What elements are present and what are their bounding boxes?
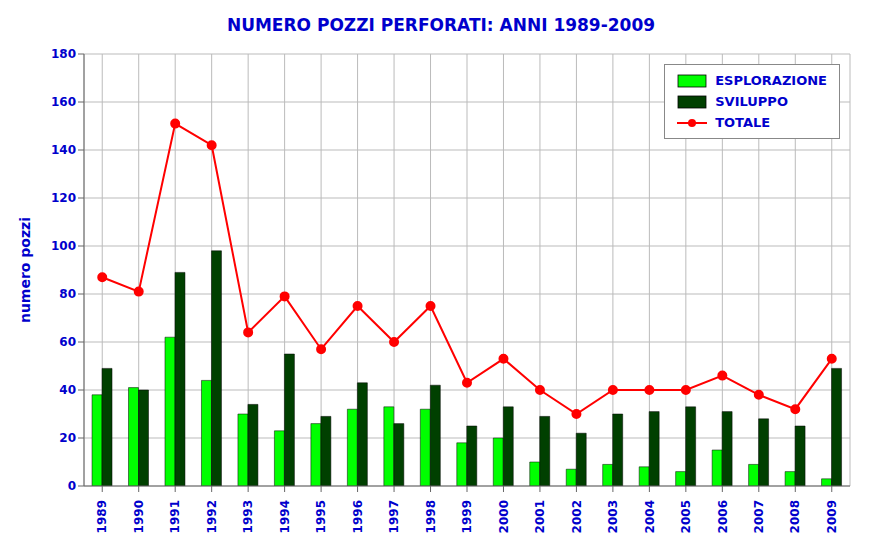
svg-text:numero pozzi: numero pozzi — [17, 217, 33, 323]
svg-text:180: 180 — [51, 47, 76, 61]
svg-text:140: 140 — [51, 143, 76, 157]
svg-text:2008: 2008 — [788, 500, 802, 533]
svg-text:2002: 2002 — [570, 500, 584, 533]
html-text:ESPLORAZIONE: ESPLORAZIONE — [715, 73, 827, 88]
svg-text:2005: 2005 — [679, 500, 693, 533]
svg-text:2007: 2007 — [752, 500, 766, 533]
svg-text:1989: 1989 — [95, 500, 109, 533]
svg-text:1993: 1993 — [241, 500, 255, 533]
svg-text:40: 40 — [59, 383, 76, 397]
html-text:SVILUPPO: SVILUPPO — [715, 94, 788, 109]
svg-text:1992: 1992 — [205, 500, 219, 533]
svg-text:80: 80 — [59, 287, 76, 301]
svg-text:0: 0 — [68, 479, 76, 493]
svg-text:2003: 2003 — [606, 500, 620, 533]
html-text:TOTALE: TOTALE — [715, 115, 771, 130]
svg-text:1994: 1994 — [278, 500, 292, 533]
svg-text:2004: 2004 — [643, 500, 657, 533]
svg-text:1998: 1998 — [424, 500, 438, 533]
svg-text:2001: 2001 — [533, 500, 547, 533]
svg-text:1991: 1991 — [168, 500, 182, 533]
svg-text:20: 20 — [59, 431, 76, 445]
svg-text:2000: 2000 — [497, 500, 511, 533]
svg-text:160: 160 — [51, 95, 76, 109]
svg-text:2009: 2009 — [825, 500, 839, 533]
svg-text:1995: 1995 — [314, 500, 328, 533]
svg-text:2006: 2006 — [716, 500, 730, 533]
svg-text:60: 60 — [59, 335, 76, 349]
svg-text:100: 100 — [51, 239, 76, 253]
svg-text:1990: 1990 — [132, 500, 146, 533]
svg-text:1999: 1999 — [460, 500, 474, 533]
svg-text:1997: 1997 — [387, 500, 401, 533]
html-text:NUMERO POZZI PERFORATI: ANNI 1: NUMERO POZZI PERFORATI: ANNI 1989-2009 — [226, 15, 656, 35]
svg-text:120: 120 — [51, 191, 76, 205]
svg-text:1996: 1996 — [351, 500, 365, 533]
